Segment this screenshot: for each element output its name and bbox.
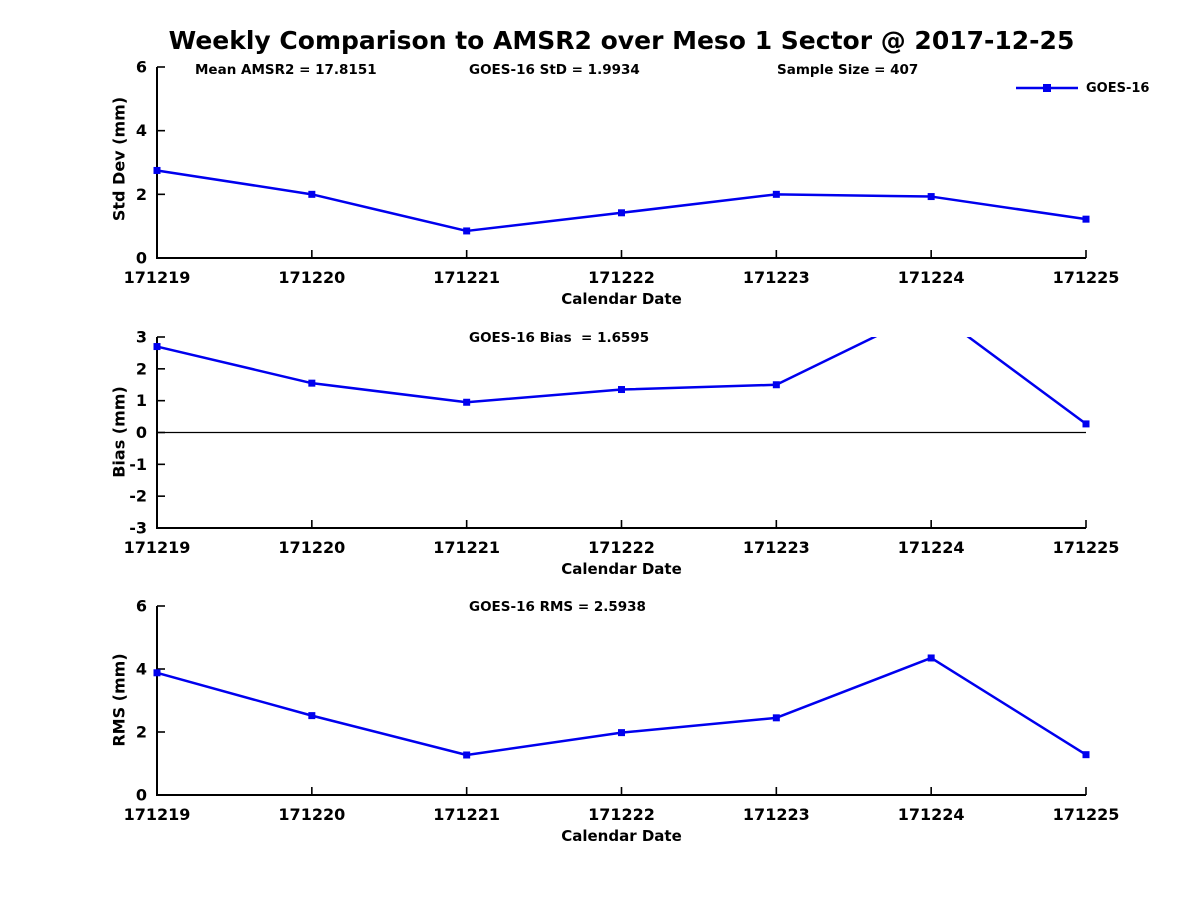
data-point-marker	[308, 712, 316, 720]
data-series-line	[156, 169, 1087, 233]
xlabel-rms: Calendar Date	[561, 827, 682, 845]
x-tick-label: 171222	[588, 805, 655, 824]
y-tick-label: 6	[136, 58, 147, 77]
x-tick-label: 171219	[124, 805, 191, 824]
annotation-goes-bias: GOES-16 Bias = 1.6595	[469, 330, 650, 346]
y-tick-label: -3	[129, 519, 147, 538]
x-tick-label: 171221	[433, 268, 500, 287]
y-tick-label: 0	[136, 249, 147, 268]
y-tick-label: 2	[136, 185, 147, 204]
x-tick-label: 171222	[588, 538, 655, 557]
legend-label: GOES-16	[1086, 80, 1150, 96]
annotation-goes-std: GOES-16 StD = 1.9934	[469, 62, 640, 78]
legend: GOES-16	[1015, 80, 1149, 96]
y-tick-label: 0	[136, 786, 147, 805]
subplot-1: 171219 171220 171221 171222 171223 171224 1712…	[124, 328, 1120, 558]
data-point-marker	[772, 714, 780, 722]
annotation-mean-amsr2: Mean AMSR2 = 17.8151	[195, 62, 377, 78]
data-point-marker	[618, 729, 625, 737]
data-point-marker	[308, 379, 316, 387]
data-point-marker	[618, 386, 625, 394]
data-series-line	[156, 337, 1087, 425]
annotation-sample-size: Sample Size = 407	[777, 62, 919, 78]
x-tick-label: 171223	[743, 268, 810, 287]
axes-spines	[156, 606, 1086, 796]
x-tick-label: 171220	[278, 538, 345, 557]
xlabel-stddev: Calendar Date	[561, 290, 682, 308]
data-point-marker	[927, 193, 935, 201]
y-tick-label: 4	[136, 121, 147, 140]
page-title: Weekly Comparison to AMSR2 over Meso 1 S…	[168, 26, 1075, 55]
data-point-marker	[618, 209, 625, 217]
data-point-marker	[1082, 751, 1090, 759]
x-tick-label: 171224	[898, 268, 965, 287]
data-point-marker	[308, 190, 316, 198]
data-point-marker	[772, 190, 780, 198]
legend-line-marker-icon	[1016, 84, 1078, 92]
y-tick-label: 6	[136, 597, 147, 616]
y-tick-label: -2	[129, 487, 147, 506]
x-tick-label: 171223	[743, 538, 810, 557]
subplot-0: 171219 171220 171221 171222 171223 171224 1712…	[124, 58, 1120, 288]
y-tick-label: 4	[136, 660, 147, 679]
y-tick-label: 0	[136, 423, 147, 442]
x-tick-label: 171224	[898, 805, 965, 824]
y-tick-label: 1	[136, 391, 147, 410]
y-tick-label: 2	[136, 723, 147, 742]
data-point-marker	[463, 227, 471, 235]
x-tick-label: 171219	[124, 538, 191, 557]
x-tick-label: 171222	[588, 268, 655, 287]
x-tick-label: 171225	[1053, 805, 1120, 824]
data-point-marker	[1082, 215, 1090, 223]
x-tick-label: 171220	[278, 805, 345, 824]
y-tick-label: -1	[129, 455, 147, 474]
y-tick-label: 2	[136, 359, 147, 378]
data-point-marker	[772, 381, 780, 389]
x-tick-label: 171220	[278, 268, 345, 287]
data-point-marker	[463, 398, 471, 406]
data-point-marker	[153, 343, 161, 351]
data-point-marker	[463, 751, 471, 759]
data-point-marker	[153, 669, 161, 677]
x-tick-label: 171219	[124, 268, 191, 287]
axes-spines	[156, 67, 1086, 259]
x-tick-label: 171225	[1053, 538, 1120, 557]
x-tick-label: 171223	[743, 805, 810, 824]
data-point-marker	[1082, 420, 1090, 428]
annotation-goes-rms: GOES-16 RMS = 2.5938	[469, 599, 646, 615]
xlabel-bias: Calendar Date	[561, 560, 682, 578]
data-point-marker	[927, 654, 935, 662]
subplot-2: 171219 171220 171221 171222 171223 171224 1712…	[124, 597, 1120, 825]
x-tick-label: 171224	[898, 538, 965, 557]
y-tick-label: 3	[136, 328, 147, 347]
data-point-marker	[153, 166, 161, 174]
x-tick-label: 171221	[433, 538, 500, 557]
data-series-line	[156, 656, 1087, 757]
x-tick-label: 171221	[433, 805, 500, 824]
x-tick-label: 171225	[1053, 268, 1120, 287]
